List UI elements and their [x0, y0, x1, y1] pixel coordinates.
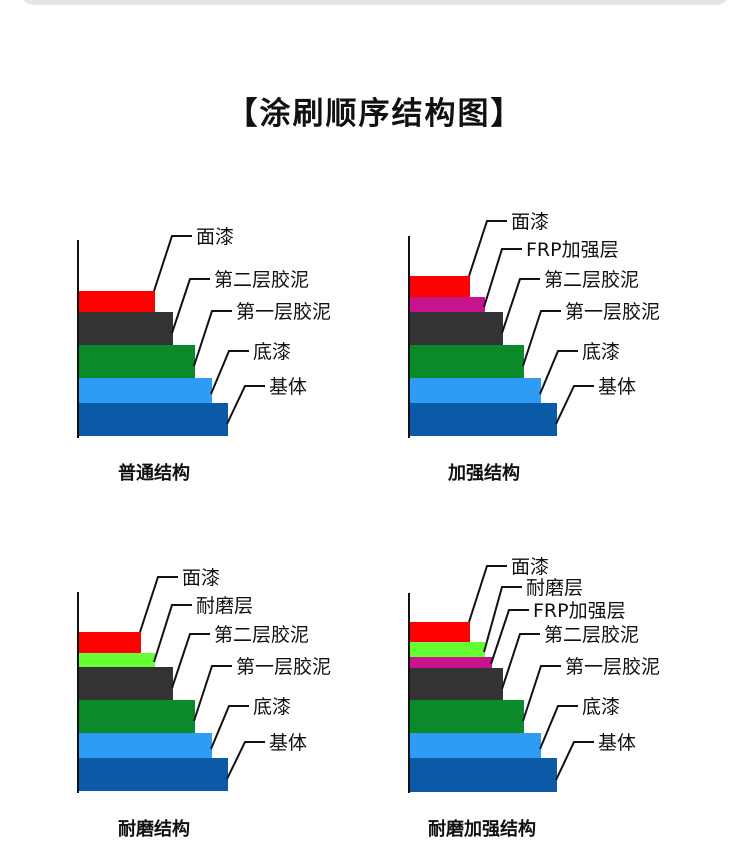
layer-bar [409, 622, 470, 642]
layer-label: 面漆 [511, 211, 549, 233]
page-title: 【涂刷顺序结构图】 [226, 96, 524, 132]
layer-bar [409, 297, 485, 312]
layer-bar [78, 632, 141, 653]
leader-line [522, 665, 561, 722]
layer-bar [78, 700, 195, 733]
layer-label: 基体 [598, 376, 636, 398]
layer-label: 耐磨层 [526, 577, 583, 599]
layer-label: 第二层胶泥 [544, 269, 639, 291]
layer-bar [409, 642, 485, 657]
leader-line [539, 350, 578, 395]
layer-label: 底漆 [253, 696, 291, 718]
layer-bar [78, 403, 228, 436]
leader-line [153, 235, 192, 292]
leader-line [139, 576, 178, 633]
layer-bar [78, 667, 173, 700]
leader-line [501, 633, 540, 690]
layer-bar [409, 312, 503, 345]
leader-line [483, 586, 522, 653]
diagram-caption: 耐磨结构 [118, 818, 190, 840]
leader-line [210, 705, 249, 750]
leader-line [171, 633, 210, 689]
leader-line [193, 665, 232, 722]
layer-bar [409, 657, 492, 668]
layer-bar [78, 378, 212, 403]
leader-line [555, 385, 594, 425]
layer-bar [78, 733, 212, 758]
leader-line [226, 741, 265, 780]
leader-line [210, 350, 249, 395]
leader-line [539, 705, 578, 750]
layer-bar [409, 758, 557, 792]
layer-bar [409, 700, 524, 733]
leader-line [153, 604, 192, 663]
layer-label: 底漆 [582, 341, 620, 363]
leader-line [522, 310, 561, 367]
layer-bar [78, 345, 195, 378]
leader-line [171, 278, 210, 334]
layer-label: 底漆 [253, 341, 291, 363]
leader-line [226, 385, 265, 425]
layer-label: 基体 [269, 732, 307, 754]
layer-label: 面漆 [511, 556, 549, 578]
layer-label: 面漆 [196, 226, 234, 248]
layer-label: 底漆 [582, 696, 620, 718]
leader-line [483, 248, 522, 308]
layer-label: 耐磨层 [196, 595, 253, 617]
layer-bar [78, 312, 173, 345]
leader-line [468, 565, 507, 623]
layer-label: 基体 [598, 732, 636, 754]
layer-bar [409, 403, 557, 436]
layer-bar [78, 291, 155, 312]
layer-label: FRP加强层 [526, 239, 619, 261]
layer-label: 第二层胶泥 [544, 624, 639, 646]
layer-bar [409, 276, 470, 297]
layer-bar [409, 733, 541, 758]
layer-bar [78, 653, 155, 667]
leader-line [490, 609, 529, 665]
layer-bar [409, 345, 524, 378]
layer-label: 第一层胶泥 [236, 656, 331, 678]
layer-bar [409, 378, 541, 403]
layer-bar [78, 758, 228, 791]
layer-label: 第一层胶泥 [565, 656, 660, 678]
diagram-caption: 耐磨加强结构 [428, 818, 536, 840]
leader-line [501, 278, 540, 334]
layer-label: 第二层胶泥 [214, 269, 309, 291]
leader-line [555, 741, 594, 781]
layer-label: 第二层胶泥 [214, 624, 309, 646]
layer-label: 第一层胶泥 [565, 301, 660, 323]
layer-bar [409, 668, 503, 700]
layer-label: FRP加强层 [533, 600, 626, 622]
layer-label: 基体 [269, 376, 307, 398]
layer-label: 面漆 [182, 567, 220, 589]
diagram-caption: 加强结构 [447, 462, 520, 484]
leader-line [193, 310, 232, 367]
diagram-caption: 普通结构 [118, 462, 190, 484]
leader-line [468, 220, 507, 277]
layer-label: 第一层胶泥 [236, 301, 331, 323]
top-card-edge [20, 0, 730, 5]
